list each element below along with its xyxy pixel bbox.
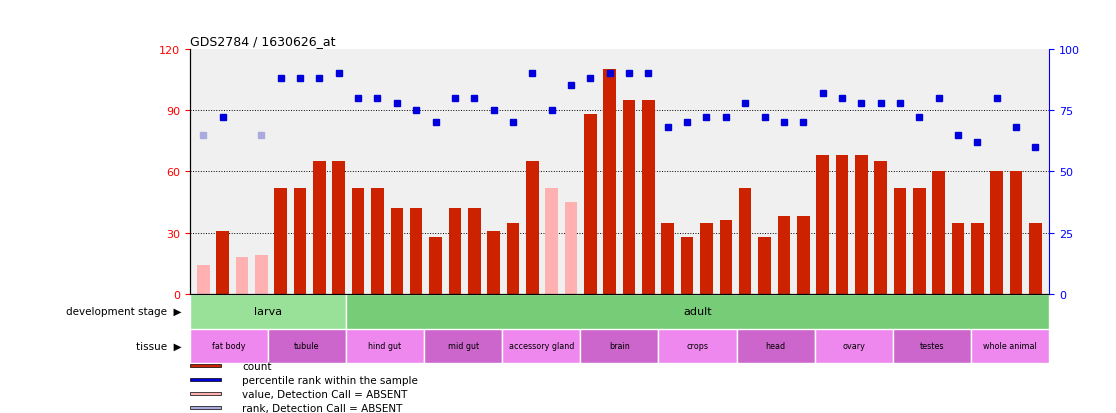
Bar [623,101,635,294]
Text: fat body: fat body [212,342,246,351]
Bar [190,406,221,409]
Bar [580,329,658,363]
Bar [391,209,403,294]
Text: tissue  ▶: tissue ▶ [135,341,181,351]
Bar [815,329,893,363]
Bar [816,156,829,294]
Text: count: count [242,361,271,371]
Text: ovary: ovary [843,342,865,351]
Bar [737,329,815,363]
Bar [190,329,268,363]
Text: head: head [766,342,786,351]
Bar [488,231,500,294]
Bar [430,237,442,294]
Bar [836,156,848,294]
Text: testes: testes [920,342,944,351]
Bar [190,365,221,367]
Text: mid gut: mid gut [448,342,479,351]
Bar [681,237,693,294]
Bar [739,188,751,294]
Text: percentile rank within the sample: percentile rank within the sample [242,375,418,385]
Bar [952,223,964,294]
Bar [584,115,597,294]
Bar [190,392,221,395]
Bar [190,294,346,329]
Bar [720,221,732,294]
Bar [190,378,221,381]
Bar [1010,172,1022,294]
Bar [352,188,365,294]
Bar [971,329,1049,363]
Text: value, Detection Call = ABSENT: value, Detection Call = ABSENT [242,389,407,399]
Bar [256,256,268,294]
Bar [971,223,983,294]
Bar [198,266,210,294]
Text: development stage  ▶: development stage ▶ [66,306,181,317]
Text: GDS2784 / 1630626_at: GDS2784 / 1630626_at [190,36,335,48]
Bar [546,188,558,294]
Bar [346,329,424,363]
Text: hind gut: hind gut [368,342,402,351]
Bar [642,101,655,294]
Bar [235,258,248,294]
Bar [855,156,867,294]
Text: tubule: tubule [295,342,319,351]
Bar [410,209,423,294]
Bar [449,209,461,294]
Text: larva: larva [253,306,282,317]
Text: whole animal: whole animal [983,342,1037,351]
Bar [468,209,481,294]
Text: rank, Detection Call = ABSENT: rank, Detection Call = ABSENT [242,403,403,413]
Bar [658,329,737,363]
Bar [372,188,384,294]
Bar [346,294,1049,329]
Bar [893,329,971,363]
Bar [424,329,502,363]
Bar [502,329,580,363]
Bar [894,188,906,294]
Bar [662,223,674,294]
Text: crops: crops [686,342,709,351]
Bar [913,188,925,294]
Bar [874,162,887,294]
Bar [933,172,945,294]
Bar [294,188,306,294]
Text: brain: brain [609,342,629,351]
Text: adult: adult [683,306,712,317]
Bar [604,70,616,294]
Bar [797,217,809,294]
Bar [565,203,577,294]
Bar [217,231,229,294]
Bar [333,162,345,294]
Bar [526,162,539,294]
Bar [507,223,519,294]
Bar [758,237,771,294]
Bar [991,172,1003,294]
Bar [778,217,790,294]
Bar [1029,223,1041,294]
Bar [700,223,713,294]
Bar [275,188,287,294]
Bar [268,329,346,363]
Bar [314,162,326,294]
Text: accessory gland: accessory gland [509,342,574,351]
